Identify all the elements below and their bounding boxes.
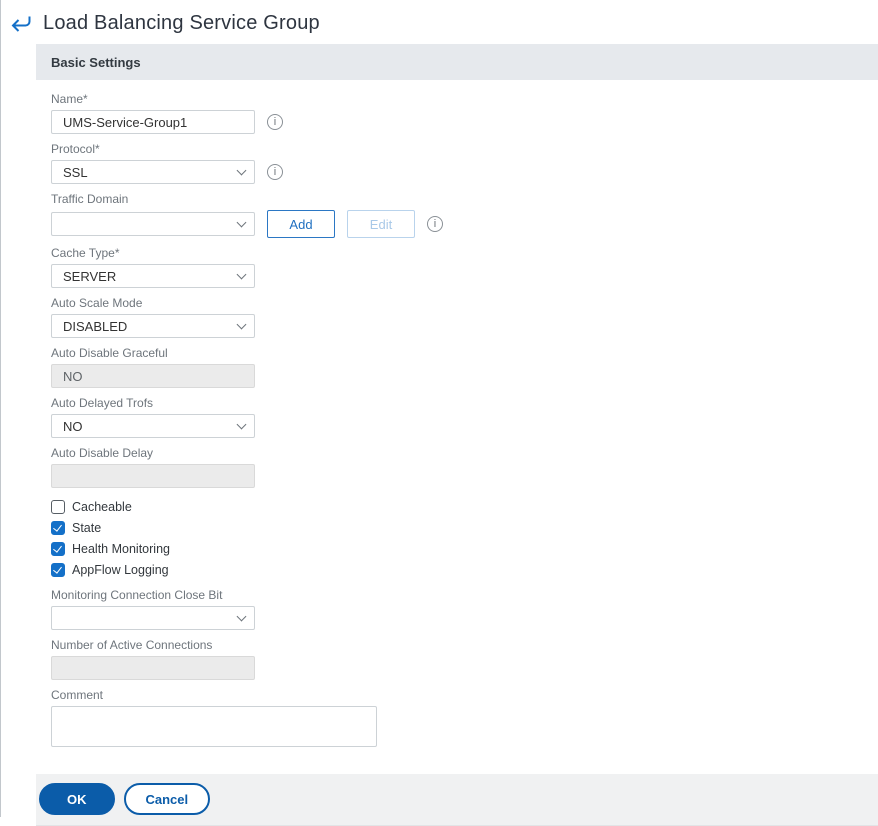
checkbox-appflow-logging[interactable]: AppFlow Logging [51, 563, 878, 577]
auto-scale-mode-select-value: DISABLED [63, 318, 128, 334]
add-button[interactable]: Add [267, 210, 335, 238]
field-auto-scale-mode: Auto Scale Mode DISABLED [51, 296, 878, 338]
checkbox-label: Cacheable [72, 500, 132, 514]
cancel-button[interactable]: Cancel [123, 783, 211, 815]
field-auto-disable-graceful: Auto Disable Graceful [51, 346, 878, 388]
section-header: Basic Settings [36, 44, 878, 80]
field-monitoring-connection-close-bit: Monitoring Connection Close Bit [51, 588, 878, 630]
monitoring-connection-close-bit-label: Monitoring Connection Close Bit [51, 588, 223, 602]
monitoring-connection-close-bit-select[interactable] [51, 606, 255, 630]
protocol-select-value: SSL [63, 164, 88, 180]
name-label: Name* [51, 92, 88, 106]
checkbox-icon[interactable] [51, 563, 65, 577]
auto-disable-graceful-label: Auto Disable Graceful [51, 346, 168, 360]
auto-disable-graceful-input [51, 364, 255, 388]
checkbox-icon[interactable] [51, 542, 65, 556]
section-title: Basic Settings [51, 54, 141, 70]
ok-button[interactable]: OK [39, 783, 115, 815]
field-protocol: Protocol* SSL i [51, 142, 878, 184]
cache-type-select-value: SERVER [63, 268, 117, 284]
back-icon[interactable] [9, 14, 33, 32]
checkbox-label: Health Monitoring [72, 542, 170, 556]
field-name: Name* i [51, 92, 878, 134]
traffic-domain-select[interactable] [51, 212, 255, 236]
checkbox-state[interactable]: State [51, 521, 878, 535]
page-title: Load Balancing Service Group [43, 11, 320, 34]
info-icon[interactable]: i [267, 164, 283, 180]
number-of-active-connections-input [51, 656, 255, 680]
traffic-domain-label: Traffic Domain [51, 192, 129, 206]
name-input[interactable] [51, 110, 255, 134]
comment-label: Comment [51, 688, 104, 702]
basic-settings-panel: Basic Settings Name* i Protocol* SSL i T [36, 44, 878, 826]
auto-scale-mode-label: Auto Scale Mode [51, 296, 143, 310]
auto-disable-delay-label: Auto Disable Delay [51, 446, 154, 460]
back-arrow-glyph [11, 16, 31, 32]
chevron-down-icon [236, 611, 247, 621]
field-auto-delayed-trofs: Auto Delayed Trofs NO [51, 396, 878, 438]
panel-footer: OK Cancel [36, 774, 878, 826]
chevron-down-icon [236, 319, 247, 329]
chevron-down-icon [236, 217, 247, 227]
protocol-select[interactable]: SSL [51, 160, 255, 184]
field-traffic-domain: Traffic Domain Add Edit i [51, 192, 878, 238]
checkbox-label: State [72, 521, 102, 535]
checkbox-icon[interactable] [51, 500, 65, 514]
auto-delayed-trofs-label: Auto Delayed Trofs [51, 396, 154, 410]
cache-type-select[interactable]: SERVER [51, 264, 255, 288]
field-auto-disable-delay: Auto Disable Delay [51, 446, 878, 488]
auto-scale-mode-select[interactable]: DISABLED [51, 314, 255, 338]
number-of-active-connections-label: Number of Active Connections [51, 638, 213, 652]
cache-type-label: Cache Type* [51, 246, 120, 260]
field-cache-type: Cache Type* SERVER [51, 246, 878, 288]
auto-delayed-trofs-select-value: NO [63, 418, 83, 434]
chevron-down-icon [236, 269, 247, 279]
checkbox-health-monitoring[interactable]: Health Monitoring [51, 542, 878, 556]
protocol-label: Protocol* [51, 142, 100, 156]
chevron-down-icon [236, 165, 247, 175]
info-icon[interactable]: i [267, 114, 283, 130]
chevron-down-icon [236, 419, 247, 429]
auto-delayed-trofs-select[interactable]: NO [51, 414, 255, 438]
field-comment: Comment [51, 688, 878, 752]
checkbox-list: Cacheable State Health Monitoring AppFlo… [51, 500, 878, 577]
info-icon[interactable]: i [427, 216, 443, 232]
auto-disable-delay-input [51, 464, 255, 488]
checkbox-cacheable[interactable]: Cacheable [51, 500, 878, 514]
checkbox-icon[interactable] [51, 521, 65, 535]
page-header: Load Balancing Service Group [1, 0, 878, 44]
comment-textarea[interactable] [51, 706, 377, 747]
edit-button[interactable]: Edit [347, 210, 415, 238]
panel-body: Name* i Protocol* SSL i Traffic Domain [36, 80, 878, 764]
checkbox-label: AppFlow Logging [72, 563, 169, 577]
field-number-of-active-connections: Number of Active Connections [51, 638, 878, 680]
